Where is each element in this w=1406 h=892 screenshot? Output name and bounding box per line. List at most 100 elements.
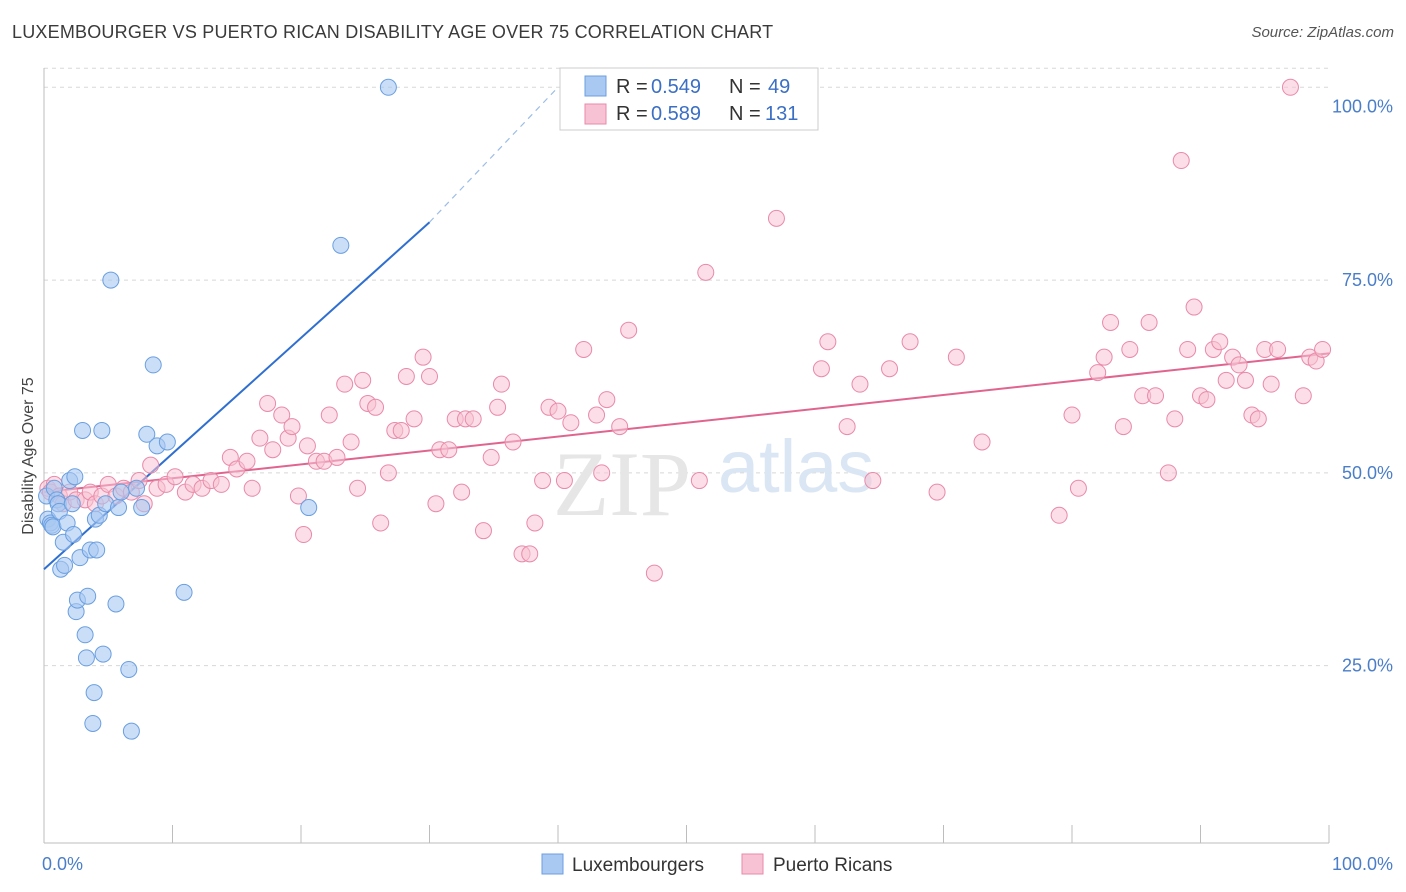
y-tick-label-0: 25.0% — [1342, 656, 1393, 676]
point-puerto-ricans-64 — [474, 522, 492, 540]
point-puerto-ricans-30 — [251, 429, 269, 447]
point-luxembourgers-47 — [379, 78, 397, 96]
point-puerto-ricans-38 — [298, 437, 316, 455]
point-puerto-ricans-80 — [598, 391, 616, 409]
point-puerto-ricans-78 — [588, 406, 606, 424]
legend-r-value-2: 0.589 — [651, 103, 701, 125]
point-luxembourgers-31 — [94, 645, 112, 663]
axes — [43, 68, 1330, 844]
point-luxembourgers-23 — [79, 587, 97, 605]
point-puerto-ricans-29 — [243, 479, 261, 497]
point-puerto-ricans-83 — [645, 564, 663, 582]
point-puerto-ricans-111 — [1179, 340, 1197, 358]
point-puerto-ricans-43 — [336, 375, 354, 393]
point-puerto-ricans-117 — [1217, 371, 1235, 389]
point-puerto-ricans-88 — [819, 333, 837, 351]
point-puerto-ricans-104 — [1121, 340, 1139, 358]
point-puerto-ricans-46 — [354, 371, 372, 389]
point-luxembourgers-30 — [93, 421, 111, 439]
point-luxembourgers-46 — [332, 236, 350, 254]
point-puerto-ricans-108 — [1159, 464, 1177, 482]
point-puerto-ricans-61 — [453, 483, 471, 501]
point-puerto-ricans-55 — [414, 348, 432, 366]
point-puerto-ricans-122 — [1249, 410, 1267, 428]
source-label: Source: ZipAtlas.com — [1251, 24, 1394, 41]
x-tick-labels: 0.0% 100.0% — [42, 854, 1393, 874]
point-puerto-ricans-114 — [1198, 391, 1216, 409]
point-puerto-ricans-93 — [901, 333, 919, 351]
point-puerto-ricans-90 — [851, 375, 869, 393]
y-axis-label: Disability Age Over 75 — [20, 377, 37, 535]
point-puerto-ricans-59 — [440, 441, 458, 459]
y-tick-label-2: 75.0% — [1342, 270, 1393, 290]
point-puerto-ricans-63 — [464, 410, 482, 428]
point-puerto-ricans-65 — [482, 448, 500, 466]
points-luxembourgers — [38, 78, 397, 740]
watermark-zip: ZIP — [553, 433, 691, 535]
point-puerto-ricans-33 — [273, 406, 291, 424]
point-puerto-ricans-87 — [812, 360, 830, 378]
point-luxembourgers-48 — [112, 483, 130, 501]
point-puerto-ricans-97 — [1050, 506, 1068, 524]
point-puerto-ricans-28 — [238, 452, 256, 470]
point-puerto-ricans-66 — [489, 398, 507, 416]
point-puerto-ricans-57 — [427, 495, 445, 513]
point-luxembourgers-41 — [144, 356, 162, 374]
point-puerto-ricans-119 — [1230, 356, 1248, 374]
y-tick-label-1: 50.0% — [1342, 463, 1393, 483]
point-puerto-ricans-89 — [838, 418, 856, 436]
legend-n-value-2: 131 — [765, 103, 798, 125]
point-luxembourgers-21 — [76, 626, 94, 644]
point-puerto-ricans-95 — [947, 348, 965, 366]
legend-r-label-2: R = — [616, 103, 648, 125]
point-puerto-ricans-126 — [1281, 78, 1299, 96]
point-luxembourgers-20 — [74, 421, 92, 439]
point-puerto-ricans-49 — [372, 514, 390, 532]
point-puerto-ricans-74 — [549, 402, 567, 420]
point-puerto-ricans-56 — [421, 367, 438, 385]
point-puerto-ricans-98 — [1063, 406, 1081, 424]
point-luxembourgers-44 — [175, 583, 193, 601]
watermark: ZIP atlas — [553, 425, 874, 535]
legend-n-value-1: 49 — [768, 76, 790, 98]
legend-box: R = 0.549 N = 49 R = 0.589 N = 131 — [559, 67, 819, 131]
grid-lines — [44, 67, 1329, 667]
point-puerto-ricans-101 — [1095, 348, 1113, 366]
point-puerto-ricans-103 — [1114, 418, 1132, 436]
point-luxembourgers-39 — [133, 499, 151, 517]
point-puerto-ricans-72 — [534, 472, 552, 490]
point-puerto-ricans-107 — [1147, 387, 1165, 405]
point-luxembourgers-36 — [120, 660, 138, 678]
y-tick-labels: 25.0% 50.0% 75.0% 100.0% — [1332, 96, 1393, 675]
bottom-legend-swatch-pink — [741, 853, 764, 875]
point-puerto-ricans-53 — [397, 367, 415, 385]
bottom-legend-luxembourgers: Luxembourgers — [572, 855, 704, 876]
point-puerto-ricans-32 — [264, 441, 282, 459]
point-puerto-ricans-100 — [1089, 364, 1107, 382]
trend-line-pink-solid — [43, 352, 1330, 494]
point-luxembourgers-45 — [300, 499, 318, 517]
point-puerto-ricans-110 — [1172, 152, 1190, 170]
point-puerto-ricans-120 — [1236, 371, 1254, 389]
point-puerto-ricans-25 — [212, 475, 230, 493]
point-puerto-ricans-75 — [555, 472, 573, 490]
point-puerto-ricans-81 — [611, 418, 629, 436]
point-luxembourgers-28 — [88, 541, 106, 559]
point-puerto-ricans-48 — [367, 398, 385, 416]
point-luxembourgers-38 — [128, 479, 146, 497]
point-puerto-ricans-17 — [142, 456, 160, 474]
point-puerto-ricans-42 — [328, 448, 346, 466]
point-puerto-ricans-94 — [928, 483, 946, 501]
point-puerto-ricans-68 — [504, 433, 522, 451]
point-puerto-ricans-125 — [1269, 340, 1287, 358]
point-luxembourgers-43 — [158, 433, 176, 451]
point-puerto-ricans-102 — [1102, 313, 1120, 331]
point-luxembourgers-40 — [138, 425, 156, 443]
point-puerto-ricans-67 — [492, 375, 510, 393]
point-puerto-ricans-52 — [392, 421, 410, 439]
legend-n-label-2: N = — [729, 103, 761, 125]
point-puerto-ricans-99 — [1069, 479, 1087, 497]
point-luxembourgers-4 — [44, 518, 62, 536]
point-puerto-ricans-124 — [1262, 375, 1280, 393]
